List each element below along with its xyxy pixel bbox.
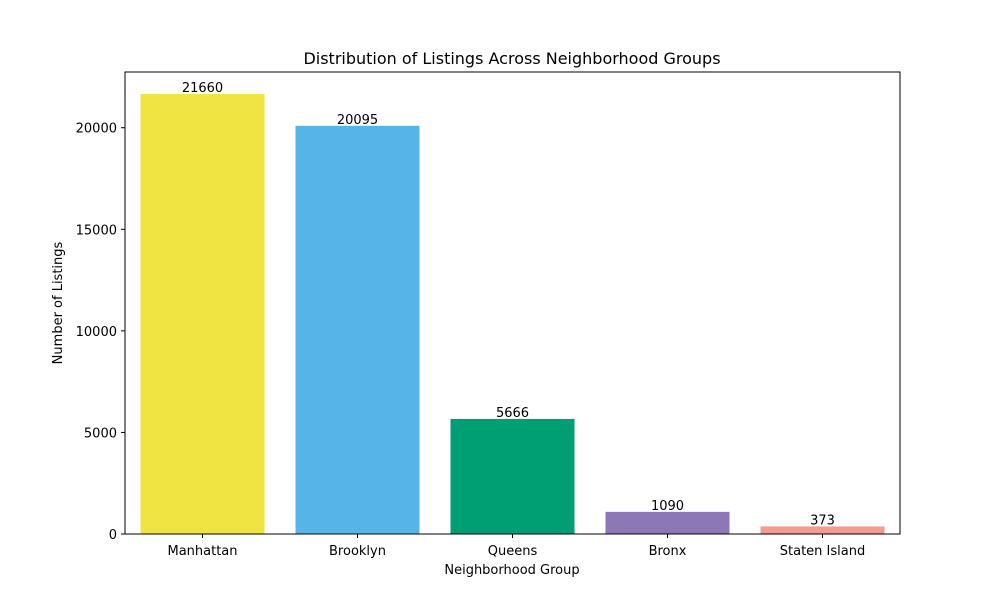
bar: [605, 511, 730, 534]
y-tick-label: 5000: [84, 426, 117, 441]
y-tick-label: 0: [109, 528, 117, 543]
chart-title: Distribution of Listings Across Neighbor…: [303, 49, 720, 68]
x-tick-label: Brooklyn: [329, 544, 386, 559]
axes-frame: [124, 71, 901, 535]
x-axis-label: Neighborhood Group: [444, 563, 579, 578]
y-tick-label: 15000: [76, 223, 117, 238]
x-tick-label: Staten Island: [780, 544, 865, 559]
data-label: 373: [810, 513, 835, 528]
x-tick-label: Manhattan: [167, 544, 237, 559]
bar: [295, 125, 420, 534]
data-label: 21660: [182, 81, 223, 96]
plot-area: 21660 Manhattan 20095 Brooklyn 5666 Queens 109…: [76, 81, 885, 559]
x-tick-label: Queens: [488, 544, 538, 559]
data-label: 20095: [337, 113, 378, 128]
bar: [450, 418, 575, 534]
data-label: 1090: [651, 499, 684, 514]
data-label: 5666: [496, 406, 529, 421]
bar: [760, 526, 885, 534]
bar: [140, 94, 265, 534]
y-tick-label: 10000: [76, 325, 117, 340]
y-axis-label: Number of Listings: [51, 241, 66, 364]
y-tick-label: 20000: [76, 122, 117, 137]
x-tick-label: Bronx: [649, 544, 687, 559]
